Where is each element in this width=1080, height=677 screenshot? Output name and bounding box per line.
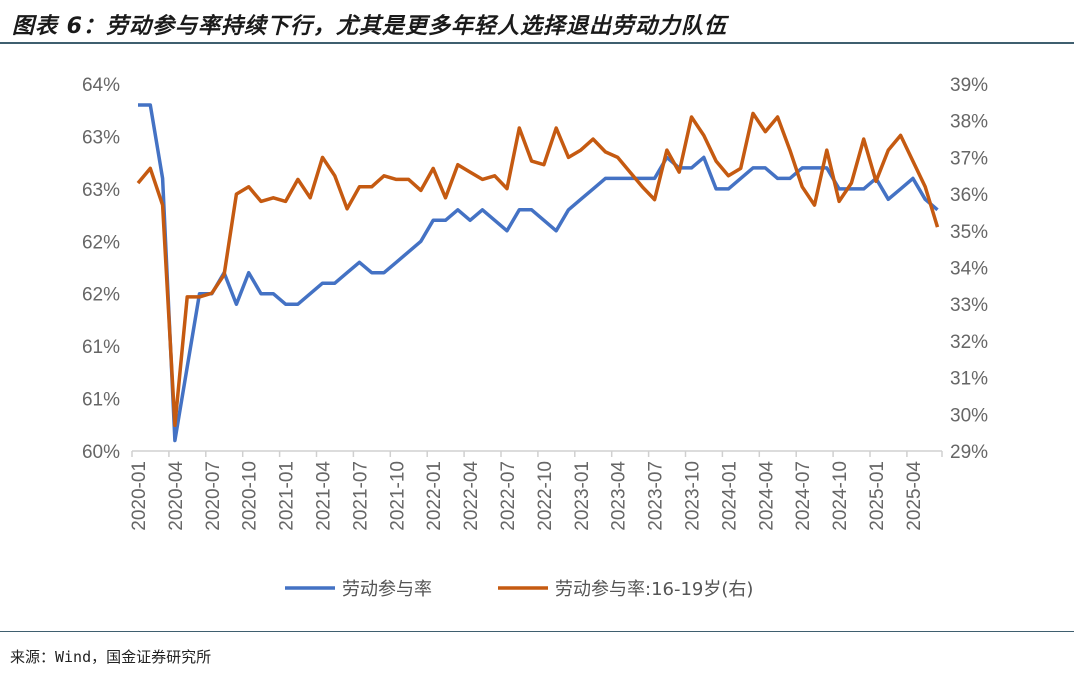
x-tick-label: 2022-01 — [424, 461, 445, 531]
y-right-tick-label: 37% — [950, 148, 988, 169]
y-left-tick-label: 61% — [82, 390, 120, 411]
x-tick-label: 2025-04 — [904, 461, 925, 531]
x-tick-label: 2023-01 — [572, 461, 593, 531]
y-right-tick-label: 38% — [950, 112, 988, 133]
x-tick-label: 2022-04 — [461, 461, 482, 531]
series-line-lfpr-16-19 — [136, 111, 940, 428]
x-tick-label: 2021-01 — [277, 461, 298, 531]
y-right-tick-label: 39% — [950, 75, 988, 96]
bottom-rule — [0, 631, 1074, 632]
x-tick-label: 2024-10 — [830, 461, 851, 531]
x-tick-label: 2020-04 — [166, 461, 187, 531]
x-tick-label: 2023-10 — [683, 461, 704, 531]
x-tick-label: 2022-07 — [498, 461, 519, 531]
x-tick-label: 2024-01 — [719, 461, 740, 531]
x-tick-label: 2024-07 — [793, 461, 814, 531]
y-left-tick-label: 60% — [82, 442, 120, 463]
y-right-tick-label: 34% — [950, 259, 988, 280]
x-tick-label: 2021-07 — [350, 461, 371, 531]
y-left-tick-label: 63% — [82, 127, 120, 148]
series-line-lfpr — [138, 103, 939, 443]
x-tick-label: 2021-04 — [314, 461, 335, 531]
y-left-tick-label: 62% — [82, 285, 120, 306]
y-left-tick-label: 61% — [82, 337, 120, 358]
figure-title: 图表 6：劳动参与率持续下行，尤其是更多年轻人选择退出劳动力队伍 — [12, 14, 727, 39]
legend-label: 劳动参与率:16-19岁(右) — [555, 579, 753, 600]
y-right-tick-label: 33% — [950, 295, 988, 316]
y-right-tick-label: 31% — [950, 369, 988, 390]
top-rule — [0, 42, 1074, 44]
y-left-tick-label: 63% — [82, 180, 120, 201]
y-right-tick-label: 36% — [950, 185, 988, 206]
x-tick-label: 2025-01 — [867, 461, 888, 531]
x-tick-label: 2023-04 — [609, 461, 630, 531]
x-tick-label: 2020-10 — [240, 461, 261, 531]
x-tick-label: 2021-10 — [387, 461, 408, 531]
legend-label: 劳动参与率 — [342, 579, 432, 600]
x-tick-label: 2022-10 — [535, 461, 556, 531]
y-right-tick-label: 30% — [950, 405, 988, 426]
source-note: 来源：Wind，国金证券研究所 — [10, 648, 212, 666]
y-left-tick-label: 64% — [82, 75, 120, 96]
x-tick-label: 2020-07 — [203, 461, 224, 531]
x-tick-label: 2020-01 — [129, 461, 150, 531]
y-right-tick-label: 35% — [950, 222, 988, 243]
y-left-tick-label: 62% — [82, 232, 120, 253]
x-tick-label: 2024-04 — [756, 461, 777, 531]
line-chart: 60% 61% 61% 62% 62% 63% 63% 64% 29% 30% 31% 32% 33% 3… — [82, 75, 988, 600]
x-tick-label: 2023-07 — [646, 461, 667, 531]
y-right-tick-label: 32% — [950, 332, 988, 353]
y-right-tick-label: 29% — [950, 442, 988, 463]
